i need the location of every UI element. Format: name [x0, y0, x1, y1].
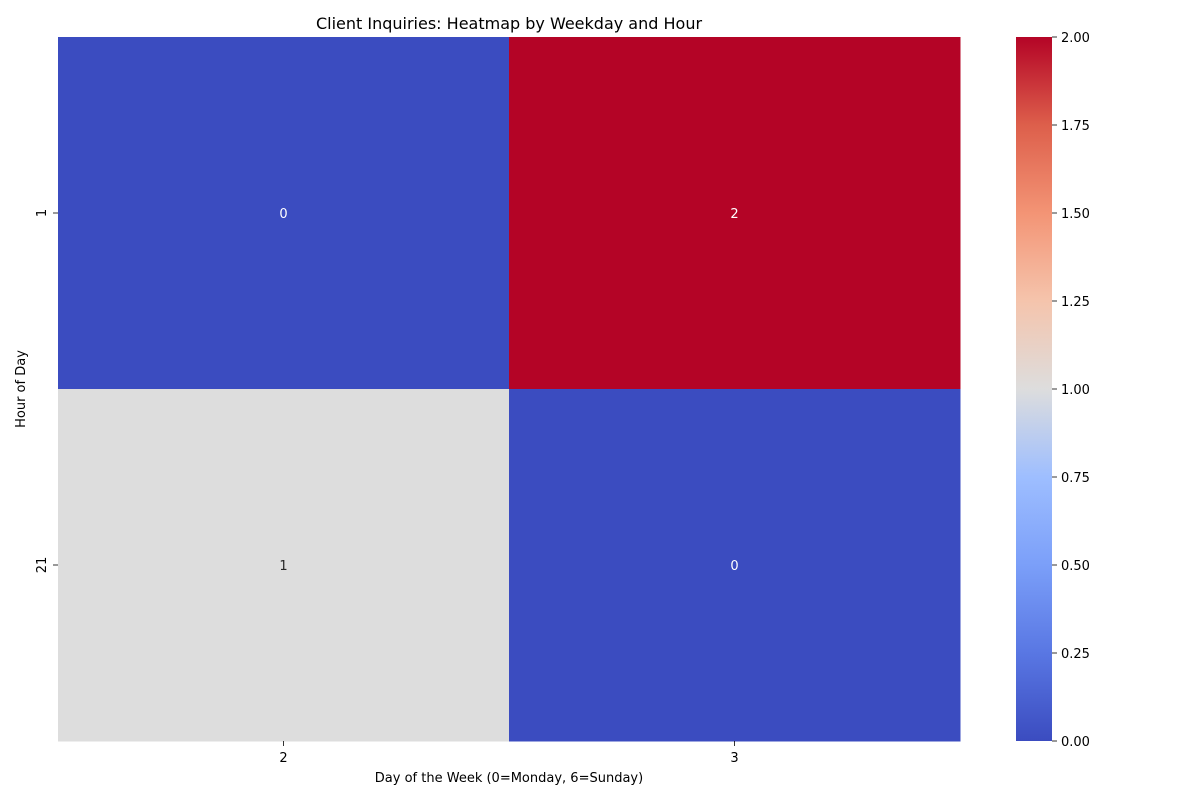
- y-axis-label: Hour of Day: [14, 350, 29, 428]
- cell-value-label: 0: [279, 207, 287, 222]
- colorbar-tick-label: 1.00: [1061, 383, 1090, 398]
- y-tick-label: 1: [35, 209, 50, 217]
- heatmap-cell: [58, 37, 510, 390]
- colorbar-tick-label: 0.25: [1061, 647, 1090, 662]
- colorbar-gradient: [1016, 37, 1052, 741]
- heatmap-cells: 0 2 1 0: [58, 37, 961, 742]
- colorbar-tick-label: 0.75: [1061, 471, 1090, 486]
- x-tick-label: 2: [279, 751, 287, 766]
- colorbar-tick-label: 1.50: [1061, 207, 1090, 222]
- y-axis: 1 21: [35, 209, 58, 573]
- cell-value-label: 1: [279, 559, 287, 574]
- colorbar-tick-label: 0.00: [1061, 735, 1090, 750]
- y-tick-label: 21: [35, 557, 50, 574]
- colorbar-tick-label: 1.25: [1061, 295, 1090, 310]
- colorbar-tick-label: 1.75: [1061, 119, 1090, 134]
- cell-value-label: 2: [730, 207, 738, 222]
- heatmap-cell: [509, 389, 961, 742]
- x-axis-label: Day of the Week (0=Monday, 6=Sunday): [375, 771, 643, 786]
- heatmap-cell: [58, 389, 510, 742]
- x-tick-label: 3: [730, 751, 738, 766]
- colorbar-tick-label: 0.50: [1061, 559, 1090, 574]
- colorbar: 0.00 0.25 0.50 0.75 1.00 1.25 1.50 1.75 2.00: [1016, 31, 1090, 750]
- chart-title: Client Inquiries: Heatmap by Weekday and…: [316, 14, 702, 33]
- cell-value-label: 0: [730, 559, 738, 574]
- heatmap-cell: [509, 37, 961, 390]
- colorbar-tick-label: 2.00: [1061, 31, 1090, 46]
